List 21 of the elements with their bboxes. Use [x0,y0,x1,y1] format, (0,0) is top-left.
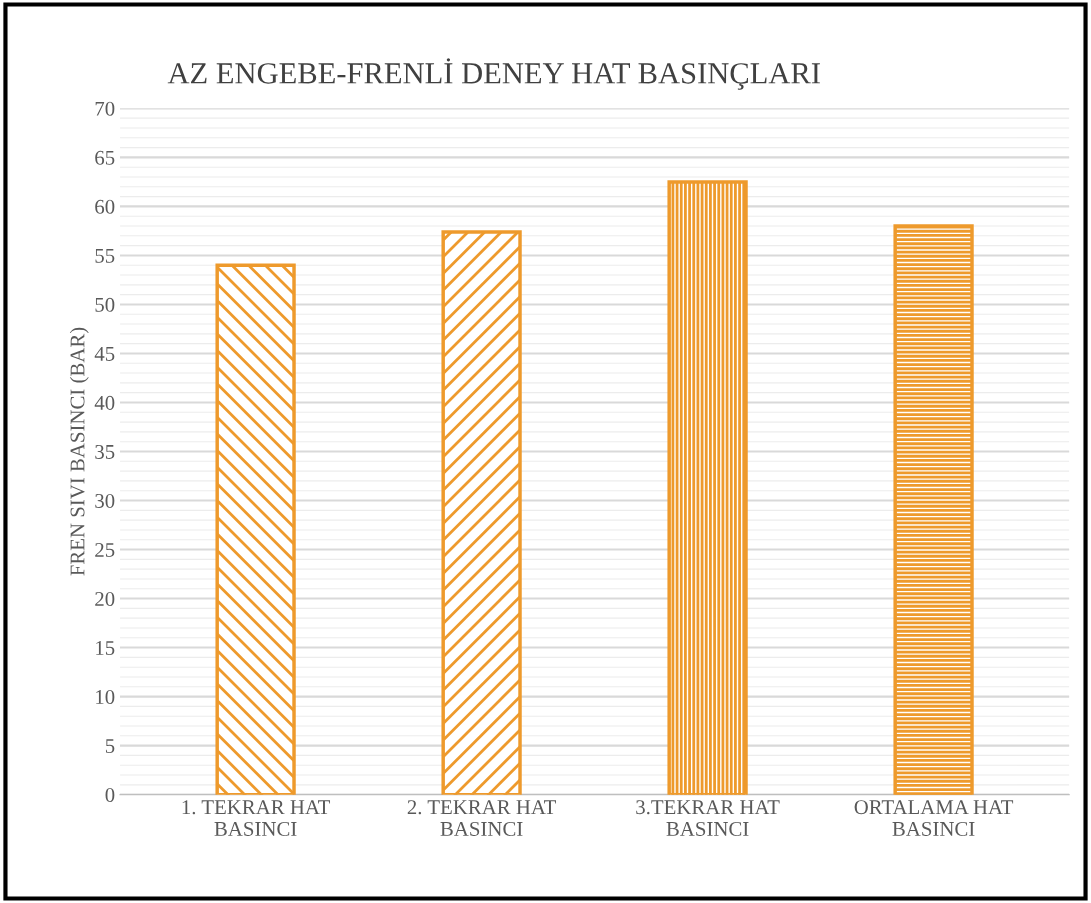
y-tick-label: 55 [95,249,115,263]
y-tick-label: 25 [95,542,115,557]
y-tick-label: 35 [95,444,115,459]
y-tick-label: 65 [95,150,115,165]
y-tick-label: 10 [96,689,115,705]
y-tick-label: 50 [95,297,115,312]
y-tick-label: 20 [95,591,115,606]
y-tick-label: 60 [95,199,115,214]
y-tick-label: 30 [95,493,115,508]
y-tick-label: 40 [94,395,115,410]
y-tick-label: 0 [105,788,115,803]
x-tick-label: 3.TEKRAR HAT BASINCI [636,800,780,836]
x-tick-label: ORTALAMA HAT BASINCI [854,800,1014,836]
y-tick-label: 70 [95,101,115,116]
chart-title: AZ ENGEBE-FRENLİ DENEY HAT BASINÇLARI [167,58,820,90]
y-tick-label: 5 [105,739,115,754]
y-tick-label: 15 [96,641,115,656]
x-tick-label: 1. TEKRAR HAT BASINCI [182,800,331,836]
y-axis-title: FREN SIVI BASINCI (BAR) [69,327,89,576]
y-tick-label: 45 [94,346,115,361]
x-tick-label: 2. TEKRAR HAT BASINCI [407,800,557,836]
